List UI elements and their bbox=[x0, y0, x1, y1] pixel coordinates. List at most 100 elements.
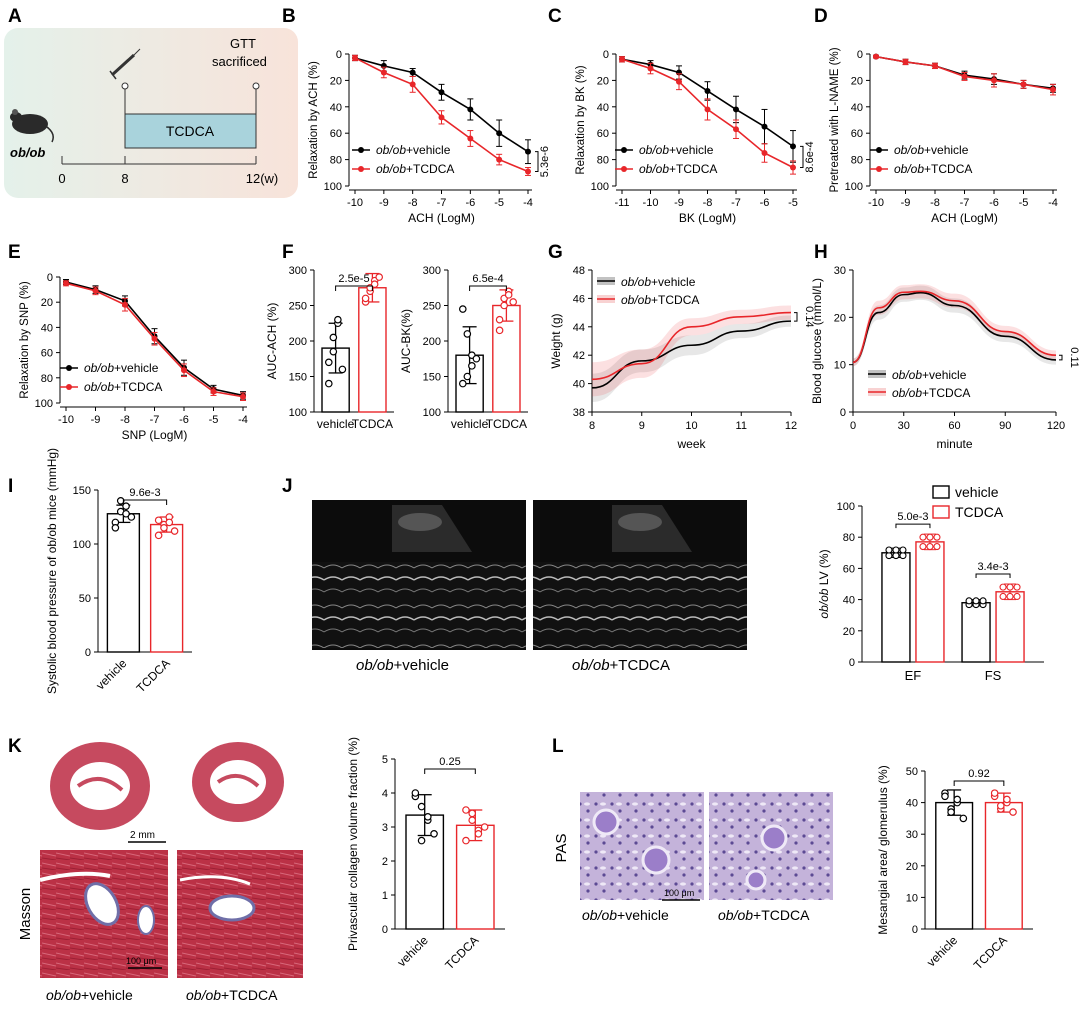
y-tick-label: 0 bbox=[47, 272, 53, 284]
masson-image-tcdca bbox=[177, 850, 303, 978]
data-point bbox=[1013, 583, 1021, 591]
y-tick-label: 3 bbox=[382, 822, 388, 834]
x-tick-label: 10 bbox=[685, 420, 697, 432]
legend-marker bbox=[358, 147, 364, 153]
data-point bbox=[458, 379, 467, 388]
p-value-label: 3.4e-3 bbox=[977, 561, 1008, 573]
y-tick-label: 20 bbox=[330, 75, 342, 87]
series-line bbox=[852, 290, 1057, 364]
data-point bbox=[474, 829, 483, 838]
data-point bbox=[961, 73, 968, 80]
data-point bbox=[380, 69, 387, 76]
data-point bbox=[1006, 583, 1014, 591]
bar bbox=[106, 513, 141, 653]
data-point bbox=[467, 135, 474, 142]
y-tick-label: 100 bbox=[35, 398, 53, 410]
data-point bbox=[165, 518, 174, 527]
data-point bbox=[647, 65, 654, 72]
data-point bbox=[953, 795, 962, 804]
y-tick-label: 40 bbox=[573, 379, 585, 391]
x-tick-label: -9 bbox=[379, 197, 389, 209]
y-tick-label: 0 bbox=[603, 49, 609, 61]
significance-bracket bbox=[953, 780, 1005, 786]
data-point bbox=[959, 814, 968, 823]
y-tick-label: 80 bbox=[597, 155, 609, 167]
y-tick-label: 100 bbox=[289, 407, 307, 419]
x-tick-label: 60 bbox=[948, 420, 960, 432]
panel-label-h: H bbox=[814, 242, 828, 263]
legend-marker bbox=[621, 166, 627, 172]
y-tick-label: 4 bbox=[382, 788, 388, 800]
y-tick-label: 20 bbox=[843, 626, 855, 638]
significance-bracket bbox=[800, 145, 804, 169]
data-point bbox=[991, 77, 997, 84]
bar bbox=[935, 801, 974, 930]
legend-label: ob/ob+TCDCA bbox=[376, 162, 454, 176]
y-tick-label: 100 bbox=[845, 181, 863, 193]
data-point bbox=[334, 315, 342, 324]
pas-stain-label: PAS bbox=[553, 834, 570, 863]
y-tick-label: 0 bbox=[382, 924, 388, 936]
x-category-label: TCDCA bbox=[442, 933, 481, 972]
data-point bbox=[116, 496, 125, 505]
y-tick-label: 46 bbox=[573, 293, 585, 305]
x-category-label: vehicle bbox=[451, 417, 489, 431]
x-category-label: TCDCA bbox=[971, 933, 1010, 972]
y-tick-label: 200 bbox=[423, 336, 441, 348]
data-point bbox=[899, 546, 907, 554]
p-value-label: 0.25 bbox=[439, 756, 460, 768]
data-point bbox=[495, 326, 504, 335]
x-tick-label: -10 bbox=[58, 414, 74, 426]
tcdca-treatment-bar bbox=[124, 113, 257, 149]
bar bbox=[961, 602, 991, 663]
legend-marker bbox=[876, 166, 882, 172]
data-point bbox=[370, 280, 379, 289]
legend-label: ob/ob+TCDCA bbox=[639, 162, 717, 176]
masson-stain-label: Masson bbox=[17, 888, 34, 941]
x-tick-label: -6 bbox=[179, 414, 189, 426]
y-tick-label: 300 bbox=[289, 265, 307, 277]
sacrificed-label: sacrificed bbox=[212, 54, 267, 69]
significance-bracket bbox=[335, 285, 373, 291]
data-point bbox=[424, 812, 432, 821]
y-tick-label: 42 bbox=[573, 350, 585, 362]
data-point bbox=[933, 533, 941, 541]
significance-bracket bbox=[122, 499, 168, 505]
y-tick-label: 300 bbox=[423, 265, 441, 277]
y-tick-label: 40 bbox=[41, 322, 53, 334]
pas-scale-bar-label: 100 μm bbox=[664, 888, 694, 898]
y-tick-label: 80 bbox=[843, 532, 855, 544]
chart-collagen-fraction: 0 1 2 3 4 5 Privascular collagen volume fracti… bbox=[346, 737, 505, 972]
y-tick-label: 10 bbox=[834, 360, 846, 372]
y-axis-label: Privascular collagen volume fraction (%) bbox=[346, 737, 360, 951]
panel-label-d: D bbox=[814, 6, 828, 27]
data-point bbox=[463, 330, 472, 338]
x-axis-label: BK (LogM) bbox=[679, 211, 736, 225]
data-point bbox=[996, 801, 1005, 810]
data-point bbox=[468, 362, 476, 370]
echo-caption-tcdca: ob/ob+TCDCA bbox=[572, 657, 670, 674]
chart-lname-pretreated: 0 20 40 60 80 100 -10 -9 -8 -7 -6 -5 -4 ACH (LogM) Pre… bbox=[829, 47, 1058, 225]
x-tick-label: -5 bbox=[494, 197, 504, 209]
x-tick-label: -6 bbox=[989, 197, 999, 209]
x-category-label: vehicle bbox=[317, 417, 355, 431]
data-point bbox=[122, 502, 130, 511]
x-tick-label: -7 bbox=[960, 197, 970, 209]
y-tick-label: 0 bbox=[840, 407, 846, 419]
y-axis-label: AUC-ACH (%) bbox=[265, 303, 279, 380]
significance-bracket bbox=[1059, 354, 1063, 361]
x-axis-label: minute bbox=[936, 437, 972, 451]
x-tick-label: -10 bbox=[868, 197, 884, 209]
panel-label-g: G bbox=[548, 242, 563, 263]
x-tick-label: -4 bbox=[238, 414, 248, 426]
scale-bar-top-label: 2 mm bbox=[130, 830, 155, 841]
legend-label: ob/ob+TCDCA bbox=[621, 293, 699, 307]
y-tick-label: 10 bbox=[906, 892, 918, 904]
data-point bbox=[496, 130, 503, 137]
x-axis-label: SNP (LogM) bbox=[122, 428, 188, 442]
p-value-label: 0.11 bbox=[1068, 347, 1080, 368]
y-axis-label: Relaxation by ACH (%) bbox=[308, 61, 320, 179]
y-tick-label: 20 bbox=[834, 312, 846, 324]
y-tick-label: 100 bbox=[591, 181, 609, 193]
